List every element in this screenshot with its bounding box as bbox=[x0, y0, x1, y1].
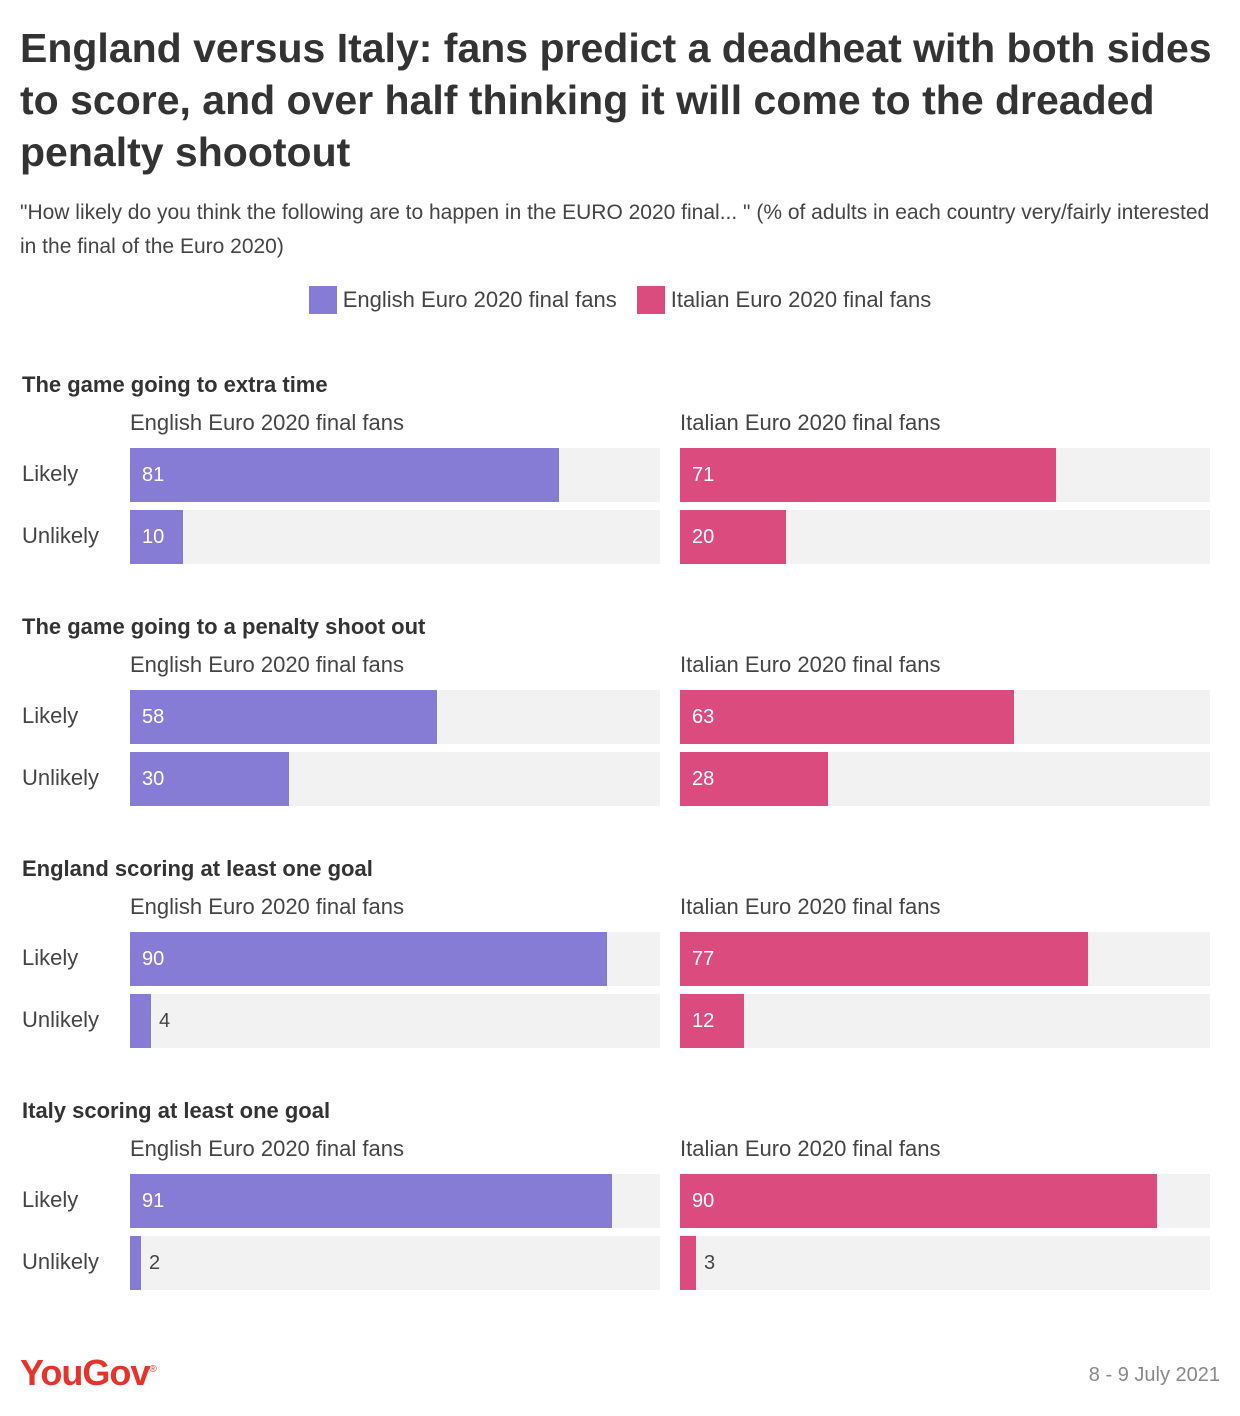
data-label: 12 bbox=[692, 1010, 715, 1032]
row-label-likely: Likely bbox=[22, 703, 79, 728]
data-label: 58 bbox=[142, 706, 165, 728]
row-label-unlikely: Unlikely bbox=[22, 1007, 100, 1032]
data-label: 2 bbox=[149, 1252, 161, 1274]
data-label: 30 bbox=[142, 768, 165, 790]
bar bbox=[680, 994, 744, 1048]
bar bbox=[130, 510, 183, 564]
panel-label: English Euro 2020 final fans bbox=[130, 1136, 404, 1161]
yougov-logo: YouGov® bbox=[20, 1352, 157, 1393]
data-label: 63 bbox=[692, 706, 715, 728]
panel-label: Italian Euro 2020 final fans bbox=[680, 894, 941, 919]
panel-label: English Euro 2020 final fans bbox=[130, 894, 404, 919]
data-label: 81 bbox=[142, 464, 165, 486]
panel-label: Italian Euro 2020 final fans bbox=[680, 652, 941, 677]
legend-label-italian: Italian Euro 2020 final fans bbox=[670, 287, 932, 312]
question-title: Italy scoring at least one goal bbox=[22, 1098, 331, 1123]
panel-label: Italian Euro 2020 final fans bbox=[680, 410, 941, 435]
chart-subtitle: "How likely do you think the following a… bbox=[20, 201, 1210, 258]
chart-title: England versus Italy: fans predict a dea… bbox=[20, 25, 1212, 175]
bar-track bbox=[130, 994, 660, 1048]
question-title: The game going to extra time bbox=[22, 372, 328, 397]
bar bbox=[130, 690, 437, 744]
row-label-unlikely: Unlikely bbox=[22, 523, 100, 548]
bar-track bbox=[130, 1236, 660, 1290]
bar bbox=[130, 752, 289, 806]
data-label: 90 bbox=[142, 948, 165, 970]
bar bbox=[130, 994, 151, 1048]
bar bbox=[680, 510, 786, 564]
row-label-unlikely: Unlikely bbox=[22, 765, 100, 790]
legend-label-english: English Euro 2020 final fans bbox=[342, 287, 617, 312]
bar bbox=[130, 1174, 612, 1228]
data-label: 4 bbox=[159, 1010, 171, 1032]
legend-swatch-italian bbox=[636, 286, 665, 314]
data-label: 91 bbox=[142, 1190, 165, 1212]
bar-track bbox=[680, 994, 1210, 1048]
survey-date: 8 - 9 July 2021 bbox=[1088, 1364, 1220, 1386]
bar bbox=[130, 1236, 141, 1290]
legend: English Euro 2020 final fans Italian Eur… bbox=[0, 286, 1240, 314]
logo-text: YouGov bbox=[20, 1352, 150, 1393]
bar-track bbox=[680, 1236, 1210, 1290]
legend-swatch-english bbox=[308, 286, 337, 314]
bar bbox=[680, 752, 828, 806]
bar bbox=[680, 1236, 696, 1290]
panel-label: English Euro 2020 final fans bbox=[130, 410, 404, 435]
row-label-unlikely: Unlikely bbox=[22, 1249, 100, 1274]
bar bbox=[680, 690, 1014, 744]
legend-item-italian: Italian Euro 2020 final fans bbox=[636, 286, 932, 314]
question-title: The game going to a penalty shoot out bbox=[22, 614, 426, 639]
bar bbox=[130, 448, 559, 502]
data-label: 77 bbox=[692, 948, 715, 970]
panel-label: English Euro 2020 final fans bbox=[130, 652, 404, 677]
bar bbox=[680, 448, 1056, 502]
bar bbox=[130, 932, 607, 986]
row-label-likely: Likely bbox=[22, 461, 79, 486]
legend-item-english: English Euro 2020 final fans bbox=[308, 286, 617, 314]
data-label: 71 bbox=[692, 464, 715, 486]
data-label: 28 bbox=[692, 768, 715, 790]
row-label-likely: Likely bbox=[22, 1187, 79, 1212]
data-label: 3 bbox=[704, 1252, 716, 1274]
bar bbox=[680, 1174, 1157, 1228]
data-label: 20 bbox=[692, 526, 715, 548]
question-title: England scoring at least one goal bbox=[22, 856, 373, 881]
row-label-likely: Likely bbox=[22, 945, 79, 970]
panel-label: Italian Euro 2020 final fans bbox=[680, 1136, 941, 1161]
bar bbox=[680, 932, 1088, 986]
data-label: 90 bbox=[692, 1190, 715, 1212]
bar-track bbox=[130, 510, 660, 564]
data-label: 10 bbox=[142, 526, 165, 548]
